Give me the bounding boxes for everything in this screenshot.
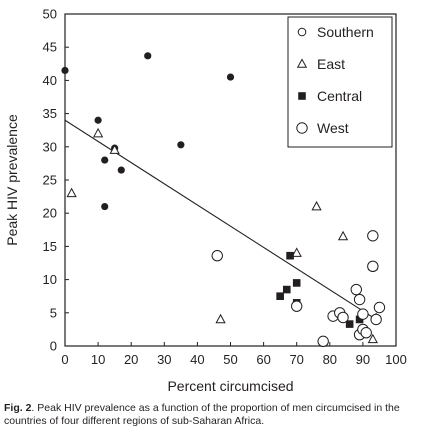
x-axis-title: Percent circumcised [167, 378, 293, 394]
x-tick-label: 10 [91, 352, 105, 367]
west-point [373, 301, 386, 314]
y-tick-label: 15 [43, 239, 57, 254]
legend-label: Central [317, 88, 362, 104]
y-tick-label: 0 [50, 339, 57, 354]
y-tick-label: 40 [43, 73, 57, 88]
west-point [353, 293, 366, 306]
west-point [367, 230, 379, 242]
y-tick-label: 10 [43, 272, 57, 287]
scatter-chart: 0 10 20 30 40 50 60 70 80 90 100 0 5 10 15 20 25 30 35 40 45… [4, 7, 407, 395]
central-point [282, 285, 291, 294]
east-point [215, 313, 226, 324]
west-point [367, 260, 379, 273]
legend-label: Southern [317, 24, 374, 40]
east-point [337, 230, 349, 241]
central-point [276, 292, 284, 300]
southern-point [101, 202, 109, 211]
southern-point [226, 73, 235, 81]
central-point [355, 315, 364, 324]
west-point [317, 335, 329, 348]
southern-point [144, 52, 152, 60]
y-axis-title: Peak HIV prevalence [4, 114, 20, 246]
legend-east-marker [296, 58, 308, 68]
x-tick-label: 80 [323, 352, 337, 367]
east-point [291, 247, 302, 257]
southern-point [177, 141, 185, 149]
east-point [66, 187, 77, 198]
west-point [357, 308, 369, 320]
southern-point [117, 166, 125, 174]
y-tick-label: 5 [50, 305, 57, 320]
east-point [311, 200, 322, 211]
y-tick-label: 50 [43, 7, 57, 22]
central-point [292, 279, 301, 287]
southern-point [101, 156, 109, 164]
west-point [370, 313, 382, 326]
southern-point [94, 116, 102, 124]
legend: Southern East Central West [287, 16, 393, 148]
east-point [367, 333, 378, 344]
x-tick-label: 90 [356, 352, 370, 367]
y-tick-label: 25 [43, 173, 57, 188]
axes: 0 10 20 30 40 50 60 70 80 90 100 0 5 10 15 20 25 30 35 40 45… [4, 7, 407, 395]
west-point [350, 283, 362, 296]
southern-point [61, 66, 69, 75]
y-tick-label: 20 [43, 206, 57, 221]
east-point [109, 144, 120, 154]
legend-label: East [317, 56, 345, 72]
southern-series [61, 52, 235, 211]
west-point [211, 249, 223, 262]
x-tick-label: 50 [223, 352, 237, 367]
data-points [61, 52, 386, 348]
west-point [360, 327, 372, 339]
legend-west-marker [296, 122, 308, 134]
caption-text: . Peak HIV prevalence as a function of t… [4, 402, 400, 427]
legend-label: West [317, 120, 349, 136]
x-tick-label: 0 [61, 352, 68, 367]
central-point [286, 251, 294, 260]
x-tick-label: 60 [256, 352, 270, 367]
x-tick-label: 30 [157, 352, 171, 367]
x-tick-label: 20 [124, 352, 138, 367]
x-tick-label: 70 [289, 352, 303, 367]
central-point [345, 320, 354, 328]
figure-caption: Fig. 2. Peak HIV prevalence as a functio… [4, 402, 419, 428]
y-tick-label: 30 [43, 139, 57, 154]
x-tick-label: 40 [190, 352, 204, 367]
west-point [337, 311, 349, 324]
legend-southern-marker [297, 27, 307, 37]
y-tick-label: 45 [43, 40, 57, 55]
y-tick-label: 35 [43, 106, 57, 121]
legend-central-marker [298, 92, 306, 100]
east-point [92, 127, 104, 138]
west-point [291, 300, 303, 312]
west-series [211, 230, 386, 348]
x-tick-label: 100 [385, 352, 407, 367]
figure-label: Fig. 2 [4, 402, 32, 414]
